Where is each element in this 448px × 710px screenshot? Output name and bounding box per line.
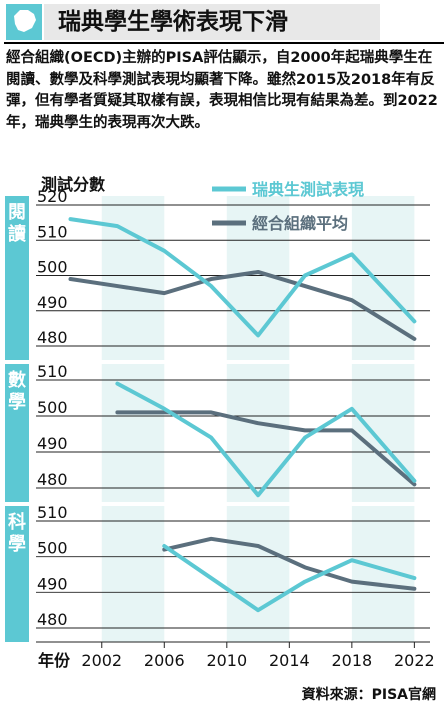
y-tick-label: 500 — [37, 258, 68, 277]
band-數學-2010 — [226, 364, 290, 502]
y-tick-label: 500 — [37, 398, 68, 417]
y-tick-label: 480 — [37, 610, 68, 629]
page-title: 瑞典學生學術表現下滑 — [44, 4, 380, 40]
x-tick-label: 2002 — [81, 651, 122, 670]
header: 瑞典學生學術表現下滑 — [0, 0, 448, 44]
x-axis-label: 年份 — [38, 651, 71, 670]
x-tick-label: 2014 — [269, 651, 310, 670]
y-tick-label: 490 — [37, 574, 68, 593]
y-tick-label: 490 — [37, 293, 68, 312]
y-tick-label: 480 — [37, 470, 68, 489]
panel-label-char: 讀 — [8, 223, 26, 245]
source-note: 資料來源：PISA官網 — [301, 687, 436, 703]
y-tick-label: 480 — [37, 328, 68, 347]
band-科學-2002 — [101, 506, 165, 642]
y-tick-label: 490 — [37, 434, 68, 453]
panel-label-char: 學 — [8, 534, 26, 555]
series-line-sweden — [162, 543, 417, 613]
y-tick-label: 510 — [37, 222, 68, 241]
panel-label-char: 數 — [8, 370, 26, 391]
legend-label-oecd: 經合組織平均 — [252, 214, 348, 233]
y-tick-label: 520 — [37, 187, 68, 206]
band-數學-2002 — [101, 364, 165, 502]
series-line-oecd — [162, 536, 417, 591]
band-閱讀-2002 — [101, 196, 165, 360]
x-tick-label: 2022 — [394, 651, 435, 670]
panel-label-char: 學 — [8, 392, 26, 413]
description-text: 經合組織(OECD)主辦的PISA評估顯示，自2000年起瑞典學生在閱讀、數學及… — [6, 50, 438, 131]
panel-label-box — [5, 196, 29, 360]
x-tick-label: 2006 — [144, 651, 185, 670]
series-line-sweden — [68, 217, 417, 338]
y-tick-label: 510 — [37, 503, 68, 522]
title-divider — [4, 42, 444, 44]
y-axis-label: 測試分數 — [41, 175, 105, 194]
panel-label-box — [5, 506, 29, 642]
x-tick-label: 2010 — [206, 651, 247, 670]
band-科學-2010 — [226, 506, 290, 642]
panel-label-char: 閱 — [8, 202, 26, 223]
band-數學-2018 — [351, 364, 415, 502]
panel-label-char: 科 — [8, 511, 26, 533]
panel-label-box — [5, 364, 29, 502]
x-tick-label: 2018 — [331, 651, 372, 670]
legend-label-sweden: 瑞典生測試表現 — [252, 180, 364, 199]
series-line-oecd — [68, 269, 417, 341]
y-tick-label: 500 — [37, 539, 68, 558]
sweden-map-icon — [6, 4, 42, 40]
y-tick-label: 510 — [37, 362, 68, 381]
